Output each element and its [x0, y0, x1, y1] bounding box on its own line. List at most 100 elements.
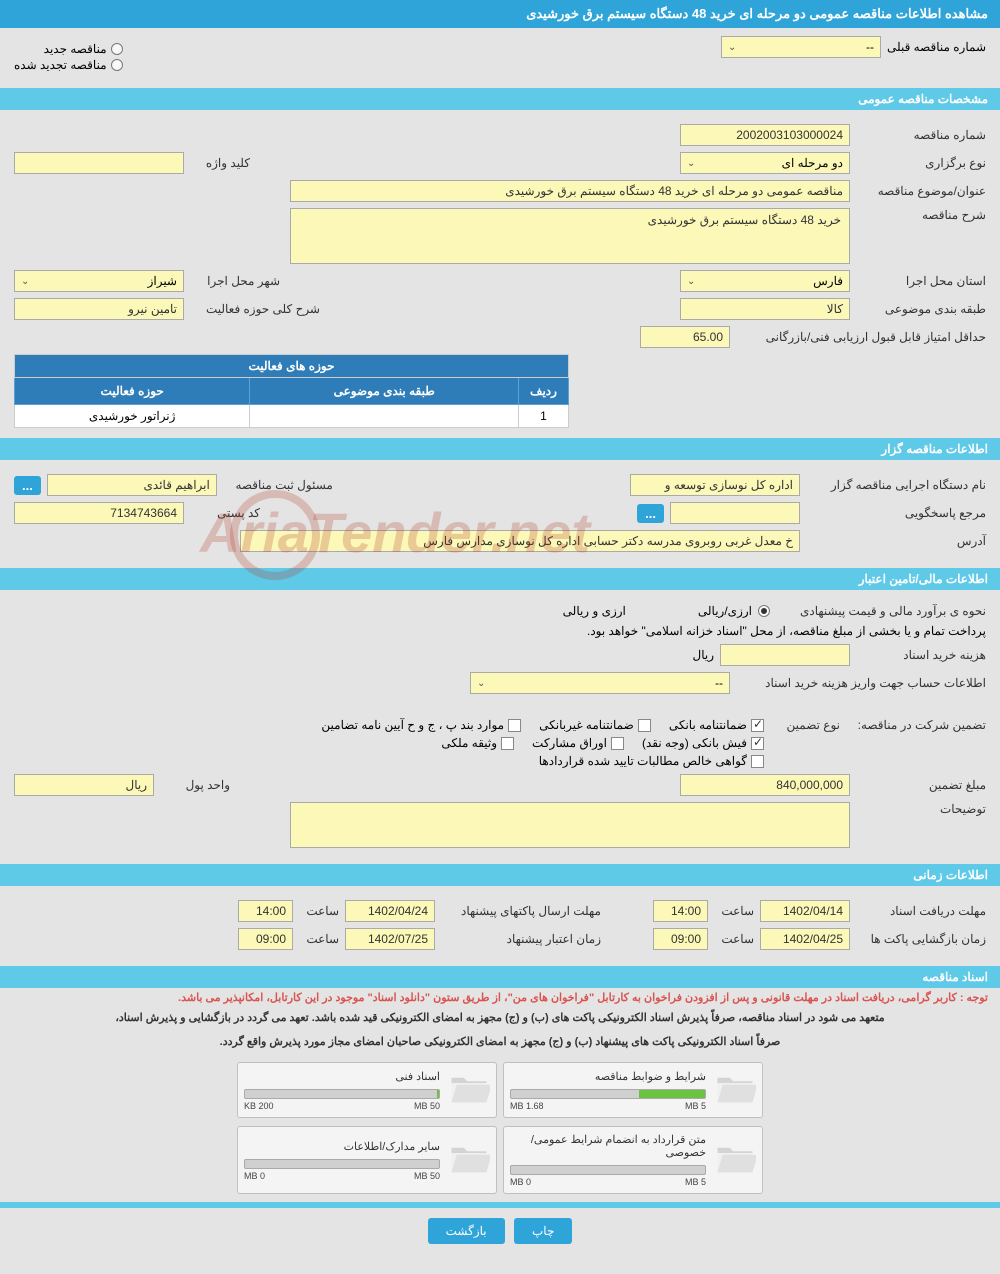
- radio-renewed-label: مناقصه تجدید شده: [14, 58, 107, 72]
- doc2-title: اسناد فنی: [244, 1070, 440, 1083]
- doc2-total: 50 MB: [414, 1101, 440, 1111]
- radio-renewed[interactable]: [111, 59, 123, 71]
- chk-reg[interactable]: [508, 719, 521, 732]
- chk-nonbank[interactable]: [638, 719, 651, 732]
- activity-table: حوزه های فعالیت ردیف طبقه بندی موضوعی حو…: [14, 354, 569, 428]
- keyword-field[interactable]: [14, 152, 184, 174]
- row-cat: [250, 405, 519, 428]
- amount-label: مبلغ تضمین: [856, 778, 986, 792]
- min-score-label: حداقل امتیاز قابل قبول ارزیابی فنی/بازرگ…: [736, 330, 986, 344]
- chevron-down-icon: ⌄: [477, 678, 485, 689]
- type-label: نوع برگزاری: [856, 156, 986, 170]
- prev-tender-select[interactable]: -- ⌄: [721, 36, 881, 58]
- doc3-total: 5 MB: [685, 1177, 706, 1187]
- address-label: آدرس: [806, 534, 986, 548]
- section-general: مشخصات مناقصه عمومی: [0, 88, 1000, 110]
- section-financial: اطلاعات مالی/تامین اعتبار: [0, 568, 1000, 590]
- notes-field[interactable]: [290, 802, 850, 848]
- doc-cost-field[interactable]: [720, 644, 850, 666]
- validity-time-label: ساعت: [299, 932, 339, 946]
- chk-bank-label: ضمانتنامه بانکی: [669, 718, 747, 732]
- back-button[interactable]: بازگشت: [428, 1218, 505, 1244]
- min-score-field: 65.00: [640, 326, 730, 348]
- doc-box-1[interactable]: شرایط و ضوابط مناقصه 5 MB1.68 MB: [503, 1062, 763, 1118]
- folder-icon: [448, 1069, 490, 1111]
- ref-field[interactable]: [670, 502, 800, 524]
- doc-cost-label: هزینه خرید اسناد: [856, 648, 986, 662]
- doc3-progress: [510, 1165, 706, 1175]
- validity-label: زمان اعتبار پیشنهاد: [441, 932, 601, 946]
- account-select[interactable]: -- ⌄: [470, 672, 730, 694]
- validity-date: 1402/07/25: [345, 928, 435, 950]
- tender-number-field: 2002003103000024: [680, 124, 850, 146]
- activity-desc-label: شرح کلی حوزه فعالیت: [190, 302, 320, 316]
- tender-number-label: شماره مناقصه: [856, 128, 986, 142]
- radio-area: شماره مناقصه قبلی -- ⌄ مناقصه جدید مناقص…: [0, 28, 1000, 86]
- col-row: ردیف: [519, 378, 569, 405]
- general-content: شماره مناقصه 2002003103000024 نوع برگزار…: [0, 110, 1000, 436]
- keyword-label: کلید واژه: [190, 156, 250, 170]
- chk-bonds[interactable]: [611, 737, 624, 750]
- financial-content: نحوه ی برآورد مالی و قیمت پیشنهادی ارزی/…: [0, 590, 1000, 862]
- print-button[interactable]: چاپ: [514, 1218, 572, 1244]
- bottom-buttons: چاپ بازگشت: [0, 1208, 1000, 1254]
- province-label: استان محل اجرا: [856, 274, 986, 288]
- province-select[interactable]: فارس ⌄: [680, 270, 850, 292]
- account-label: اطلاعات حساب جهت واریز هزینه خرید اسناد: [736, 676, 986, 690]
- submit-date: 1402/04/24: [345, 900, 435, 922]
- responsible-label: مسئول ثبت مناقصه: [223, 478, 333, 492]
- doc4-used: 0 MB: [244, 1171, 265, 1181]
- chk-bank[interactable]: [751, 719, 764, 732]
- doc4-progress: [244, 1159, 440, 1169]
- doc-box-4[interactable]: سایر مدارک/اطلاعات 50 MB0 MB: [237, 1126, 497, 1194]
- doc1-total: 5 MB: [685, 1101, 706, 1111]
- desc-label: شرح مناقصه: [856, 208, 986, 222]
- method-opt2: ارزی و ریالی: [563, 604, 626, 618]
- chk-bonds-label: اوراق مشارکت: [532, 736, 607, 750]
- responsible-field: ابراهیم قائدی: [47, 474, 217, 496]
- radio-new[interactable]: [111, 43, 123, 55]
- ref-more-button[interactable]: ...: [637, 504, 664, 523]
- radio-new-label: مناقصه جدید: [44, 42, 107, 56]
- doc1-progress: [510, 1089, 706, 1099]
- chk-nonbank-label: ضمانتنامه غیربانکی: [539, 718, 634, 732]
- city-select[interactable]: شیراز ⌄: [14, 270, 184, 292]
- chevron-down-icon: ⌄: [728, 42, 736, 53]
- row-area: ژنراتور خورشیدی: [15, 405, 250, 428]
- type-select[interactable]: دو مرحله ای ⌄: [680, 152, 850, 174]
- chk-prop-label: وثیقه ملکی: [441, 736, 497, 750]
- radio-rial[interactable]: [758, 605, 770, 617]
- category-label: طبقه بندی موضوعی: [856, 302, 986, 316]
- postcode-label: کد پستی: [190, 506, 260, 520]
- open-time-label: ساعت: [714, 932, 754, 946]
- folder-icon: [714, 1069, 756, 1111]
- chk-prop[interactable]: [501, 737, 514, 750]
- timing-content: مهلت دریافت اسناد 1402/04/14 ساعت 14:00 …: [0, 886, 1000, 964]
- city-value: شیراز: [148, 274, 177, 288]
- section-docs: اسناد مناقصه: [0, 966, 1000, 988]
- chk-cert[interactable]: [751, 755, 764, 768]
- page-title: مشاهده اطلاعات مناقصه عمومی دو مرحله ای …: [0, 0, 1000, 28]
- chk-cash[interactable]: [751, 737, 764, 750]
- more-button[interactable]: ...: [14, 476, 41, 495]
- doc-box-3[interactable]: متن قرارداد به انضمام شرایط عمومی/خصوصی …: [503, 1126, 763, 1194]
- doc4-title: سایر مدارک/اطلاعات: [244, 1140, 440, 1153]
- ref-label: مرجع پاسخگویی: [806, 506, 986, 520]
- org-field: اداره کل نوسازی توسعه و: [630, 474, 800, 496]
- chk-cert-label: گواهی خالص مطالبات تاييد شده قراردادها: [539, 754, 747, 768]
- receive-time-label: ساعت: [714, 904, 754, 918]
- method-label: نحوه ی برآورد مالی و قیمت پیشنهادی: [776, 604, 986, 618]
- unit-label: واحد پول: [160, 778, 230, 792]
- desc-field: خرید 48 دستگاه سیستم برق خورشیدی: [290, 208, 850, 264]
- guarantee-label: تضمین شرکت در مناقصه:: [846, 718, 986, 732]
- organizer-content: نام دستگاه اجرایی مناقصه گزار اداره کل ن…: [0, 460, 1000, 566]
- receive-time: 14:00: [653, 900, 708, 922]
- doc-box-2[interactable]: اسناد فنی 50 MB200 KB: [237, 1062, 497, 1118]
- warning-text: توجه : کاربر گرامی، دریافت اسناد در مهلت…: [0, 988, 1000, 1007]
- table-row: 1 ژنراتور خورشیدی: [15, 405, 569, 428]
- doc2-progress: [244, 1089, 440, 1099]
- rial-label: ریال: [692, 648, 714, 662]
- open-date: 1402/04/25: [760, 928, 850, 950]
- chevron-down-icon: ⌄: [687, 276, 695, 287]
- doc-boxes: شرایط و ضوابط مناقصه 5 MB1.68 MB اسناد ف…: [0, 1062, 1000, 1118]
